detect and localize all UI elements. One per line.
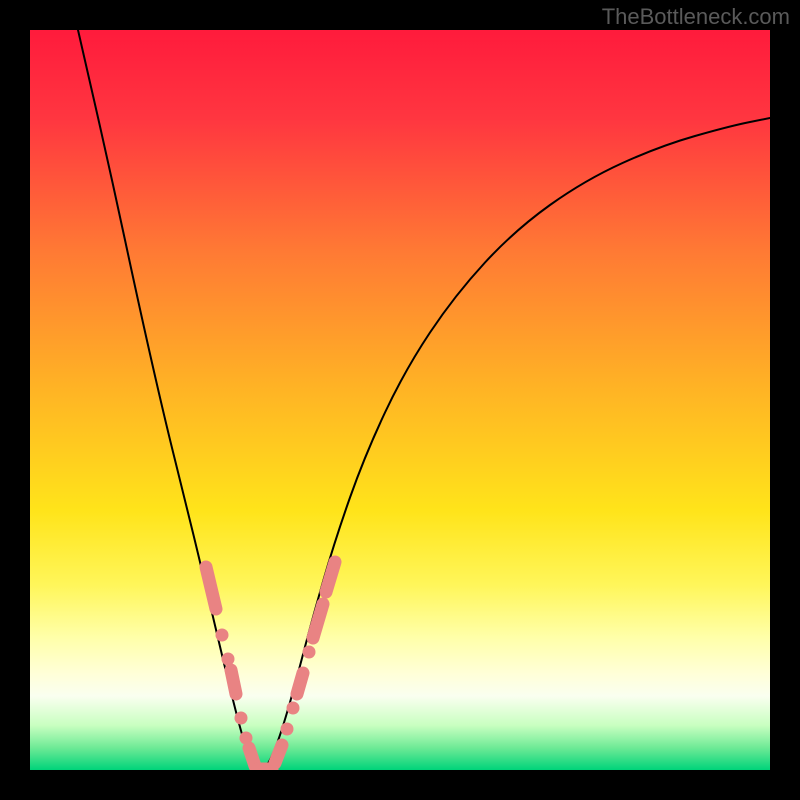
marker-dot <box>281 723 294 736</box>
marker-capsule <box>326 562 335 592</box>
marker-capsule <box>275 745 282 763</box>
marker-capsule <box>297 673 303 694</box>
watermark-text: TheBottleneck.com <box>602 4 790 30</box>
chart-svg <box>0 0 800 800</box>
gradient-area <box>30 30 770 770</box>
marker-capsule <box>249 748 255 766</box>
marker-dot <box>287 702 300 715</box>
marker-dot <box>216 629 229 642</box>
marker-capsule <box>231 670 236 694</box>
chart-container: TheBottleneck.com <box>0 0 800 800</box>
marker-dot <box>222 653 235 666</box>
marker-dot <box>235 712 248 725</box>
marker-dot <box>303 646 316 659</box>
